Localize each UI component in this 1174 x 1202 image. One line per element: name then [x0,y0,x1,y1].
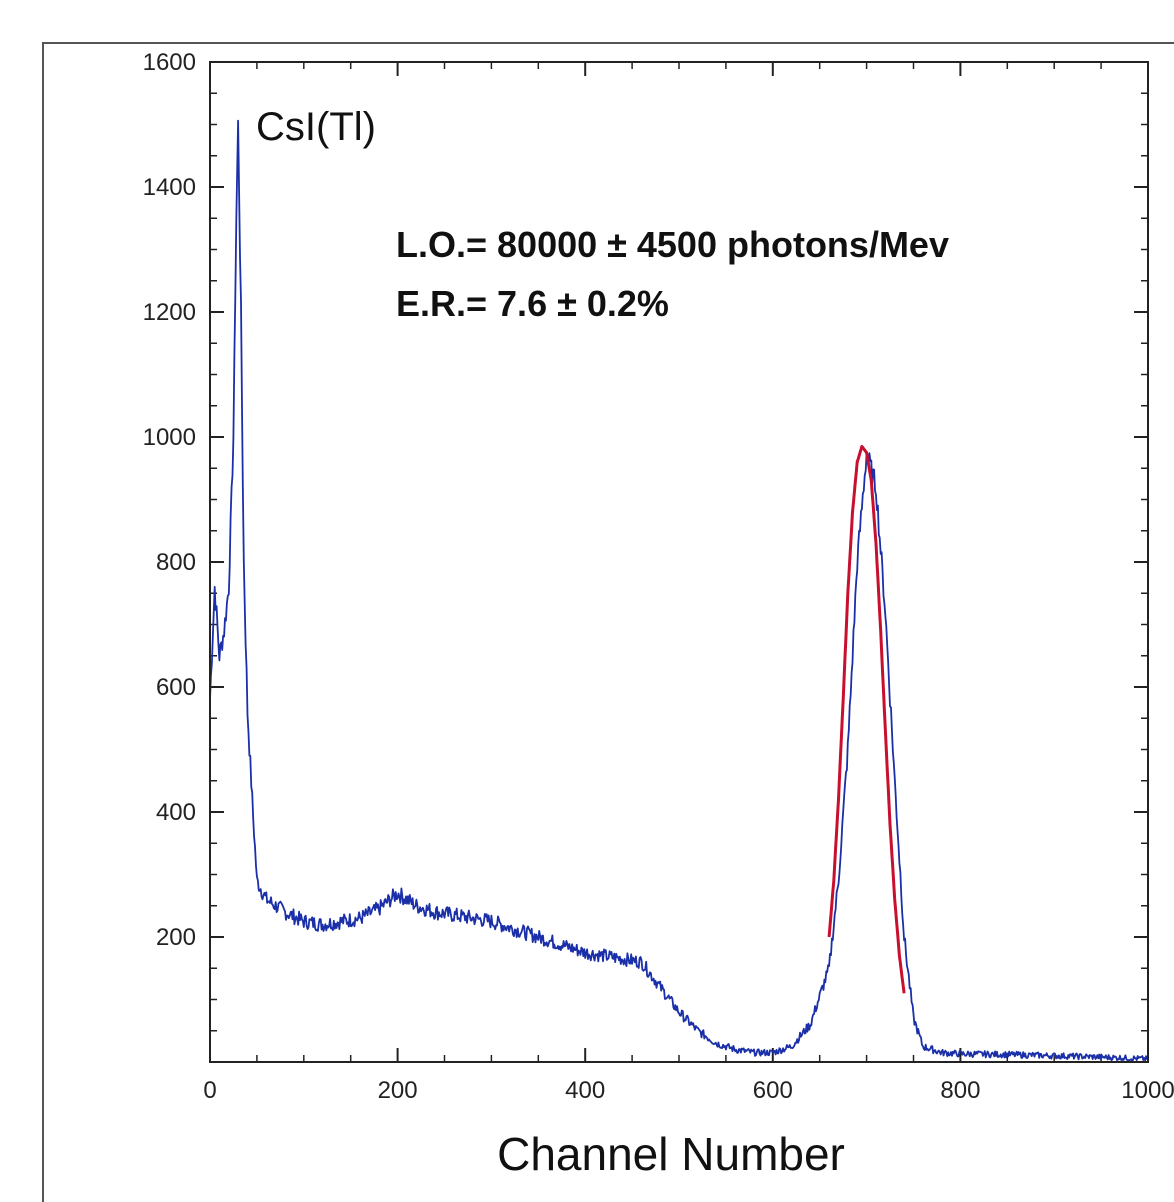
y-tick-label: 1200 [143,299,196,326]
fit-series-line [827,444,906,994]
y-tick-label: 1600 [143,49,196,76]
x-tick-label: 0 [203,1077,216,1104]
y-tick-label: 1000 [143,424,196,451]
y-tick-label: 800 [156,549,196,576]
y-tick-label: 1400 [143,174,196,201]
x-tick-label: 600 [753,1077,793,1104]
spectrum-series-line [209,119,1149,1062]
x-axis-ticks: 0 200 400 600 800 1000 [203,62,1174,1104]
y-tick-label: 400 [156,799,196,826]
x-tick-label: 200 [378,1077,418,1104]
chart-frame [42,42,1174,1202]
x-axis-title: Channel Number [497,1128,845,1180]
x-tick-label: 1000 [1121,1077,1174,1104]
plot-border [209,61,1149,1063]
x-tick-label: 400 [565,1077,605,1104]
light-output-annotation: L.O.= 80000 ± 4500 photons/Mev [396,224,949,265]
y-tick-label: 200 [156,924,196,951]
series-layer [209,119,1149,1062]
x-tick-label: 800 [940,1077,980,1104]
material-label: CsI(Tl) [256,105,376,149]
y-axis-ticks: 200 400 600 800 1000 1200 1400 1600 [143,49,1148,1032]
y-tick-label: 600 [156,674,196,701]
energy-resolution-annotation: E.R.= 7.6 ± 0.2% [396,283,669,324]
